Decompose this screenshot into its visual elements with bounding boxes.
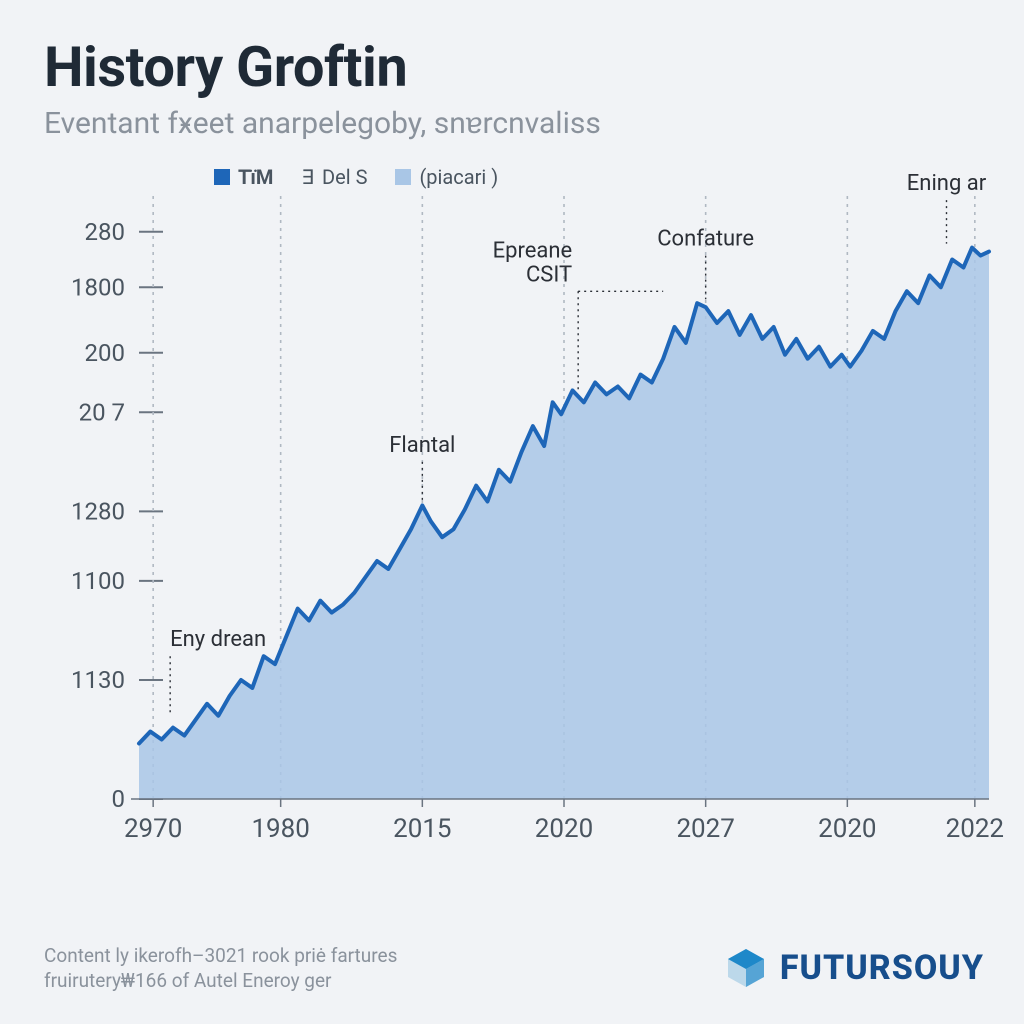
- chart-legend: TїM ∃ Del S (piacari ): [214, 165, 498, 189]
- svg-text:2020: 2020: [535, 814, 593, 844]
- svg-text:280: 280: [85, 218, 125, 246]
- svg-text:Eny drean: Eny drean: [170, 627, 266, 652]
- svg-text:200: 200: [85, 339, 125, 367]
- svg-text:2020: 2020: [818, 814, 876, 844]
- legend-item-1: TїM: [214, 165, 273, 189]
- chart-area: TїM ∃ Del S (piacari ) 0 1130 1100 1280 20 7…: [44, 159, 1004, 879]
- page-subtitle: Eventant fӿeet anarpelegoby, snɐrcnvalis…: [44, 106, 1006, 141]
- svg-text:Ening ar: Ening ar: [907, 171, 987, 196]
- svg-text:Epreane: Epreane: [493, 238, 573, 263]
- svg-text:Confature: Confature: [657, 227, 754, 252]
- svg-text:0: 0: [112, 785, 126, 813]
- legend-prefix-2: ∃: [301, 165, 314, 189]
- footer-line1: Content ly ikerofh–3021 rook priė fartur…: [44, 943, 397, 969]
- legend-label-3: (piacari ): [419, 165, 498, 189]
- legend-swatch-3: [395, 169, 411, 185]
- svg-text:2015: 2015: [393, 814, 451, 844]
- svg-text:2970: 2970: [124, 814, 182, 844]
- svg-text:20 7: 20 7: [79, 398, 125, 426]
- brand-text: FUTURSOUY: [780, 948, 984, 988]
- legend-label-1: TїM: [238, 165, 273, 189]
- legend-label-2: Del S: [322, 165, 367, 189]
- footer-line2: fruirutery₩166 of Autel Eneroy ger: [44, 968, 397, 994]
- svg-text:Flantal: Flantal: [389, 433, 455, 458]
- svg-text:2022: 2022: [946, 814, 1004, 844]
- footer-caption: Content ly ikerofh–3021 rook priė fartur…: [44, 943, 397, 994]
- legend-item-2: ∃ Del S: [301, 165, 367, 189]
- svg-text:1980: 1980: [251, 814, 309, 844]
- page-title: History Groftin: [44, 34, 1006, 100]
- chart-card: History Groftin Eventant fӿeet anarpeleg…: [0, 0, 1024, 1024]
- brand-lockup: FUTURSOUY: [724, 946, 984, 990]
- legend-swatch-1: [214, 169, 230, 185]
- chart-svg: 0 1130 1100 1280 20 7 200 1800 280 2970 1980 2015 2…: [44, 159, 1004, 879]
- svg-text:1280: 1280: [71, 497, 125, 525]
- legend-item-3: (piacari ): [395, 165, 498, 189]
- svg-text:2027: 2027: [676, 814, 734, 844]
- svg-text:1800: 1800: [71, 273, 125, 301]
- brand-icon: [724, 946, 768, 990]
- svg-text:1130: 1130: [71, 666, 125, 694]
- svg-text:1100: 1100: [71, 567, 125, 595]
- svg-text:CSIT: CSIT: [526, 262, 572, 287]
